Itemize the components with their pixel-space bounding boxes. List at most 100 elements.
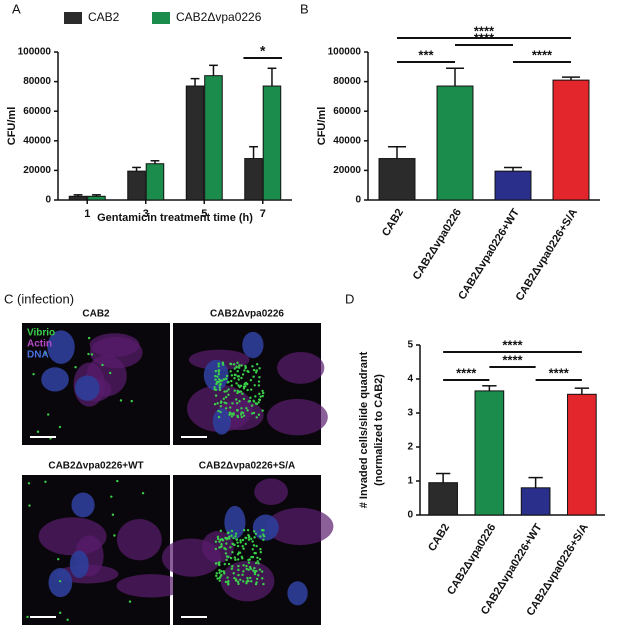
bacterium [235,402,239,405]
bacterium [228,535,231,538]
bacterium [229,362,233,366]
bacterium [232,572,235,575]
bacterium [231,551,234,554]
bacterium [231,402,234,405]
bacterium [257,413,261,416]
bacterium [232,363,236,366]
y-tick-label: 0 [355,195,361,206]
bacterium [228,413,231,416]
bacterium [227,393,230,396]
bacterium [237,378,240,381]
nucleus [48,568,73,598]
actin [89,336,143,369]
bacterium [58,611,62,615]
significance-label: **** [549,365,570,380]
y-axis-label: # Invaded cells/slide quadrant [358,351,370,508]
significance-label: **** [532,47,553,62]
bacterium [224,407,228,410]
bacterium [261,394,264,398]
bar [436,85,474,201]
bacterium [218,384,221,387]
bacterium [252,569,255,572]
bacterium [235,398,238,401]
bacterium [250,580,253,583]
x-tick-label: CAB2 [380,207,406,239]
bacterium [230,415,234,418]
bacterium [250,537,253,541]
bar [567,393,597,516]
bacterium [232,536,235,540]
bacterium [257,398,261,401]
bacterium [238,390,241,394]
bacterium [253,536,256,539]
bacterium [229,370,232,373]
bacterium [246,528,250,532]
bacterium [233,576,236,580]
bacterium [57,557,60,561]
bacterium [231,564,234,568]
y-tick-label: 40000 [23,135,51,146]
bacterium [250,388,253,391]
nucleus [287,581,308,606]
panel-label: B [300,1,309,16]
bar [244,158,263,201]
bacterium [258,367,261,370]
stain-legend: DNA [27,350,49,361]
bacterium [111,513,115,516]
bacterium [219,379,222,382]
bacterium [245,567,248,571]
bacterium [36,430,40,433]
bacterium [101,363,104,367]
bacterium [262,533,265,536]
bacterium [230,412,233,415]
bacterium [223,547,226,550]
y-tick-label: 20000 [333,165,361,176]
nucleus [242,331,264,359]
actin [116,519,162,561]
bacterium [242,397,246,401]
bacterium [218,388,222,392]
bar [127,170,146,201]
bacterium [232,542,235,546]
nucleus [252,514,279,541]
bacterium [87,336,91,340]
bacterium [213,402,217,406]
x-tick-label: CAB2Δvpa0226+WT [456,207,522,302]
bacterium [230,379,233,383]
bacterium [227,531,230,534]
actin [254,478,288,505]
y-axis-label: (normalized to CAB2) [373,374,385,486]
bacterium [128,600,132,603]
bacterium [27,482,31,485]
legend-label: CAB2 [88,10,120,24]
bacterium [262,582,265,586]
bacterium [237,573,240,577]
bacterium [217,369,220,372]
bacterium [237,366,241,369]
bacterium [236,541,239,544]
bacterium [245,564,248,568]
x-axis-label: Gentamicin treatment time (h) [97,212,253,224]
bacterium [224,395,228,399]
bacterium [255,416,258,419]
bacterium [229,556,233,560]
bacterium [217,365,220,368]
bacterium [225,390,228,393]
bacterium [262,391,265,395]
bacterium [214,369,218,373]
bacterium [58,425,62,429]
image-label: CAB2Δvpa0226+WT [48,461,143,472]
bacterium [119,399,123,402]
significance-label: * [260,43,266,59]
bacterium [223,572,226,575]
bacterium [216,535,220,539]
bacterium [241,573,244,577]
significance-label: **** [474,23,495,38]
bacterium [252,368,256,372]
bacterium [219,529,223,533]
panel-label: C (infection) [4,291,74,306]
bacterium [235,538,238,541]
bacterium [242,580,245,583]
x-tick-label: 5 [201,208,207,220]
actin [266,507,334,546]
